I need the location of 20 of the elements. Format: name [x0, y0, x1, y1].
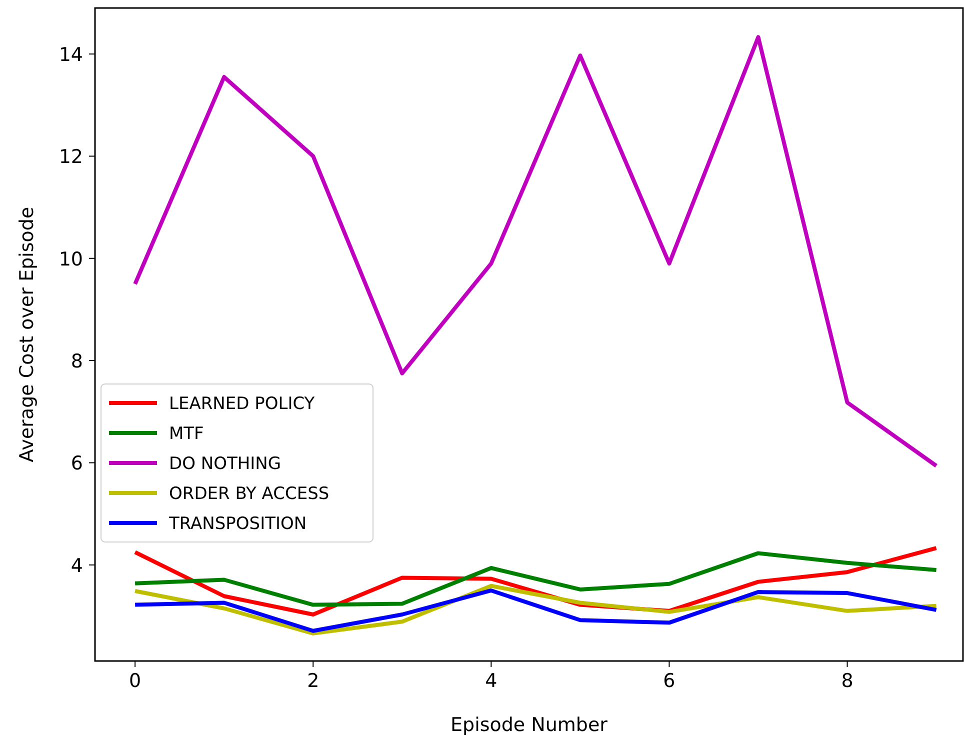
x-tick-label: 8 — [841, 670, 854, 692]
line-series — [133, 35, 938, 468]
legend-label: MTF — [169, 424, 204, 444]
x-axis-title: Episode Number — [450, 714, 608, 736]
legend-label: LEARNED POLICY — [169, 394, 316, 414]
y-axis-title: Average Cost over Episode — [16, 206, 38, 462]
legend-label: TRANSPOSITION — [168, 514, 307, 534]
legend-label: DO NOTHING — [169, 454, 282, 474]
y-tick-label: 12 — [58, 146, 83, 168]
y-tick-label: 4 — [70, 554, 83, 577]
y-tick-label: 8 — [70, 350, 83, 373]
y-tick-label: 6 — [70, 452, 83, 475]
line-series — [133, 551, 938, 607]
legend-label: ORDER BY ACCESS — [169, 484, 330, 504]
x-tick-label: 4 — [485, 670, 498, 692]
x-tick-label: 6 — [663, 670, 676, 692]
y-tick-label: 14 — [58, 44, 83, 66]
x-tick-label: 0 — [129, 670, 142, 692]
y-tick-label: 10 — [58, 248, 83, 270]
x-tick-label: 2 — [307, 670, 320, 692]
